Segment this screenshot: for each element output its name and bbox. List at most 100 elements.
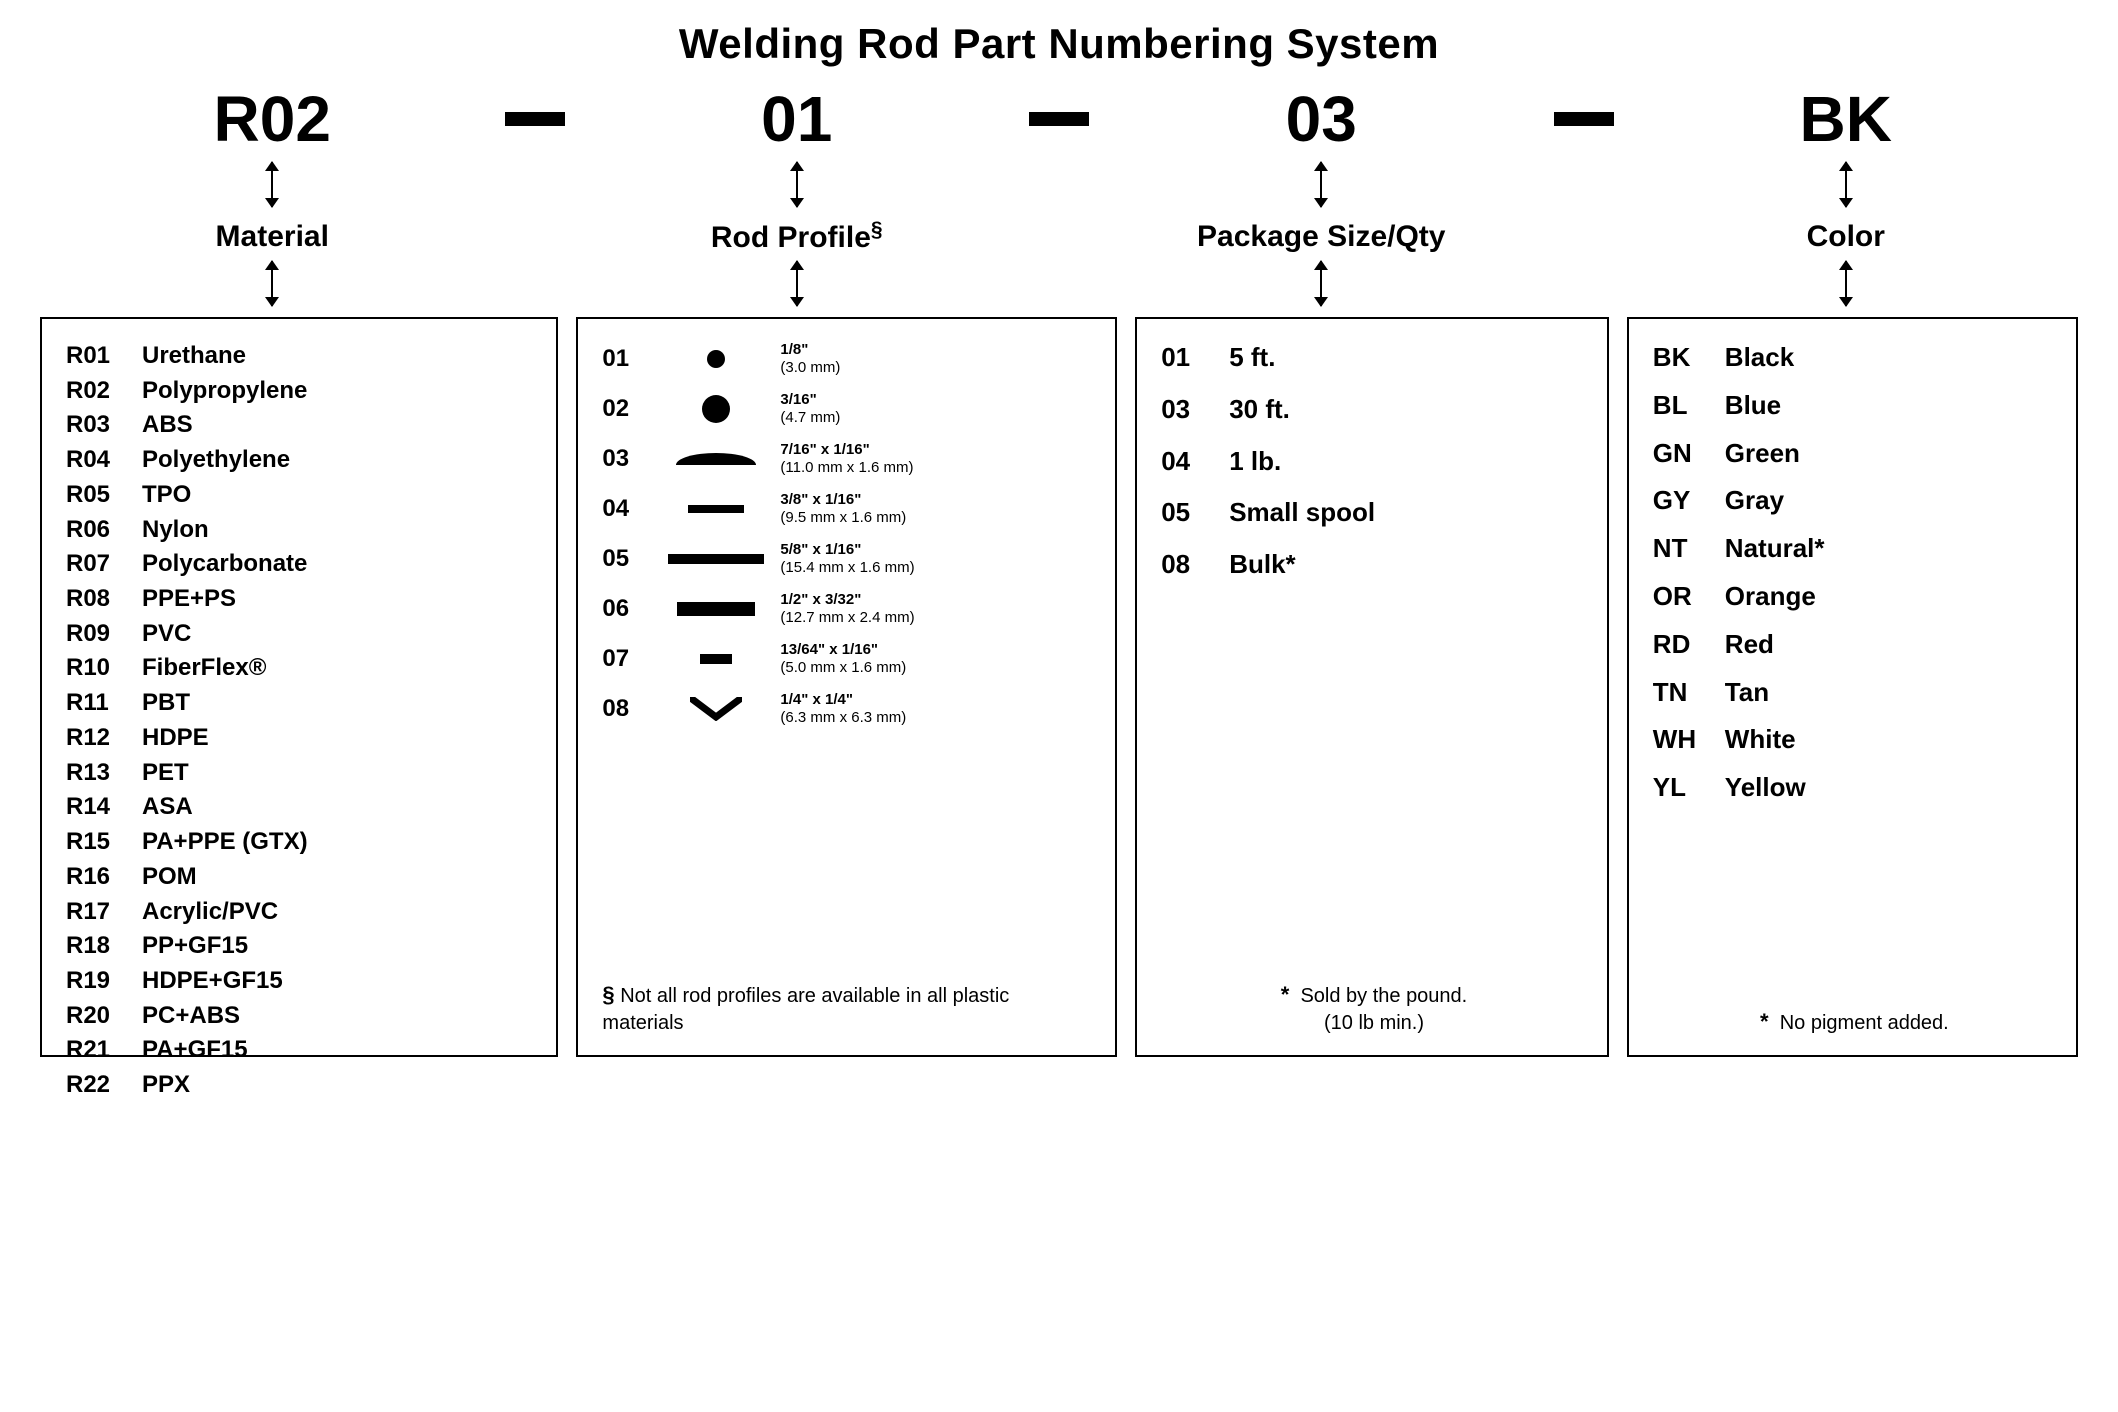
profile-row: 07 13/64" x 1/16"(5.0 mm x 1.6 mm): [602, 641, 1095, 677]
profile-code: 01: [602, 345, 652, 373]
material-row: R05 TPO: [66, 480, 536, 511]
package-name: Bulk*: [1229, 548, 1295, 582]
material-code: R14: [66, 792, 124, 823]
color-footnote: * No pigment added.: [1653, 1007, 2056, 1037]
material-code: R19: [66, 966, 124, 997]
material-name: TPO: [142, 480, 191, 511]
segment-profile: 01: [565, 82, 1030, 156]
material-code: R21: [66, 1035, 124, 1066]
profile-footnote: § Not all rod profiles are available in …: [602, 980, 1095, 1037]
material-row: R18PP+GF15: [66, 931, 536, 962]
material-name: POM: [142, 862, 197, 893]
profile-code: 06: [602, 595, 652, 623]
material-name: Nylon: [142, 515, 209, 546]
material-name: PA+PPE (GTX): [142, 827, 308, 858]
color-name: Yellow: [1725, 771, 1806, 805]
color-row: BKBlack: [1653, 341, 2056, 375]
material-box: R01UrethaneR02PolypropyleneR03ABSR04Poly…: [40, 317, 558, 1057]
material-name: Polypropylene: [142, 376, 307, 407]
color-name: Orange: [1725, 580, 1816, 614]
package-row: 08 Bulk*: [1161, 548, 1587, 582]
material-row: R19HDPE+GF15: [66, 966, 536, 997]
material-name: ABS: [142, 410, 193, 441]
color-code: NT: [1653, 532, 1697, 566]
profile-code: 07: [602, 645, 652, 673]
color-code: YL: [1653, 771, 1697, 805]
color-row: TNTan: [1653, 676, 2056, 710]
double-arrow-icon: [796, 261, 798, 306]
segment-package: 03: [1089, 82, 1554, 156]
profile-dimensions: 1/4" x 1/4"(6.3 mm x 6.3 mm): [780, 691, 906, 727]
material-name: FiberFlex®: [142, 653, 266, 684]
profile-shape-icon: [668, 554, 764, 564]
color-row: GN Green: [1653, 437, 2056, 471]
material-row: R22 PPX: [66, 1070, 536, 1101]
dash-separator: [1554, 112, 1614, 126]
color-name: Tan: [1725, 676, 1769, 710]
material-name: PC+ABS: [142, 1001, 240, 1032]
package-name: Small spool: [1229, 496, 1375, 530]
material-name: PP+GF15: [142, 931, 248, 962]
material-code: R06: [66, 515, 124, 546]
profile-shape-icon: [676, 453, 756, 465]
material-row: R15PA+PPE (GTX): [66, 827, 536, 858]
package-code: 08: [1161, 548, 1201, 582]
material-row: R21 PA+GF15: [66, 1035, 536, 1066]
double-arrow-icon: [1320, 162, 1322, 207]
material-code: R22: [66, 1070, 124, 1101]
double-arrow-icon: [1845, 261, 1847, 306]
color-code: OR: [1653, 580, 1697, 614]
profile-code: 08: [602, 695, 652, 723]
material-name: PA+GF15: [142, 1035, 248, 1066]
package-name: 30 ft.: [1229, 393, 1290, 427]
material-code: R05: [66, 480, 124, 511]
columns-container: R01UrethaneR02PolypropyleneR03ABSR04Poly…: [40, 317, 2078, 1057]
package-row: 015 ft.: [1161, 341, 1587, 375]
package-box: 015 ft.0330 ft.041 lb.05Small spool08Bul…: [1135, 317, 1609, 1057]
material-row: R09PVC: [66, 619, 536, 650]
profile-row: 043/8" x 1/16"(9.5 mm x 1.6 mm): [602, 491, 1095, 527]
material-row: R20 PC+ABS: [66, 1001, 536, 1032]
material-code: R09: [66, 619, 124, 650]
segment-material: R02: [40, 82, 505, 156]
material-name: ASA: [142, 792, 193, 823]
profile-dimensions: 3/16"(4.7 mm): [780, 391, 840, 427]
profile-row: 023/16"(4.7 mm): [602, 391, 1095, 427]
label-profile: Rod Profile§: [565, 218, 1030, 255]
chevron-down-icon: [690, 697, 742, 721]
profile-dimensions: 13/64" x 1/16"(5.0 mm x 1.6 mm): [780, 641, 906, 677]
color-code: GN: [1653, 437, 1697, 471]
package-code: 03: [1161, 393, 1201, 427]
label-color: Color: [1614, 220, 2079, 254]
profile-shape-icon: [677, 602, 755, 616]
double-arrow-icon: [1845, 162, 1847, 207]
material-row: R03ABS: [66, 410, 536, 441]
material-code: R11: [66, 688, 124, 719]
profile-row: 08 1/4" x 1/4"(6.3 mm x 6.3 mm): [602, 691, 1095, 727]
material-row: R01Urethane: [66, 341, 536, 372]
material-name: PPX: [142, 1070, 190, 1101]
color-name: Gray: [1725, 484, 1784, 518]
color-name: White: [1725, 723, 1796, 757]
package-footnote: * Sold by the pound. (10 lb min.): [1161, 980, 1587, 1037]
color-name: Blue: [1725, 389, 1781, 423]
double-arrow-icon: [796, 162, 798, 207]
color-name: Green: [1725, 437, 1800, 471]
label-package: Package Size/Qty: [1089, 220, 1554, 254]
material-row: R14 ASA: [66, 792, 536, 823]
material-name: Polycarbonate: [142, 549, 307, 580]
label-material: Material: [40, 220, 505, 254]
profile-code: 04: [602, 495, 652, 523]
color-row: GYGray: [1653, 484, 2056, 518]
material-name: Acrylic/PVC: [142, 897, 278, 928]
material-row: R07Polycarbonate: [66, 549, 536, 580]
color-row: YL Yellow: [1653, 771, 2056, 805]
material-code: R17: [66, 897, 124, 928]
material-code: R20: [66, 1001, 124, 1032]
profile-row: 011/8"(3.0 mm): [602, 341, 1095, 377]
part-number-example: R02 01 03 BK: [40, 82, 2078, 156]
color-row: RDRed: [1653, 628, 2056, 662]
profile-row: 037/16" x 1/16"(11.0 mm x 1.6 mm): [602, 441, 1095, 477]
package-name: 5 ft.: [1229, 341, 1275, 375]
material-name: PPE+PS: [142, 584, 236, 615]
